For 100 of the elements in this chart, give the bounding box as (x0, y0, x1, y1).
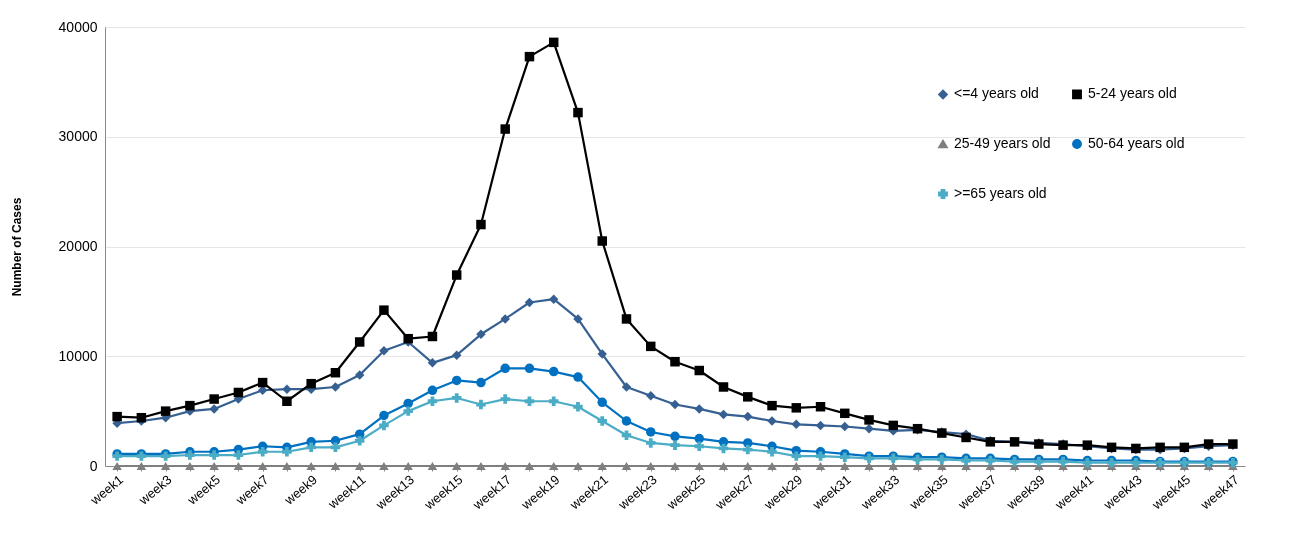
point (476, 219, 486, 230)
point (500, 394, 510, 404)
point (864, 423, 874, 434)
point (815, 461, 826, 471)
point (379, 410, 389, 421)
point (597, 416, 607, 426)
point (646, 427, 656, 437)
point (621, 382, 632, 392)
point (888, 420, 899, 431)
point (282, 461, 292, 471)
point (354, 337, 365, 347)
point (791, 419, 802, 430)
point (257, 446, 268, 457)
point (403, 406, 413, 416)
point (451, 393, 462, 403)
point (282, 446, 292, 457)
y-tick-label: 40000 (58, 18, 98, 35)
point (379, 420, 389, 431)
point (548, 366, 559, 377)
point (257, 377, 268, 388)
point (743, 444, 753, 455)
point (840, 461, 850, 471)
legend-label: 25-49 years old (954, 135, 1051, 151)
point (451, 461, 462, 471)
point (233, 450, 244, 460)
point (548, 294, 559, 304)
point (354, 370, 365, 380)
point (548, 396, 559, 406)
point (670, 440, 680, 450)
point (718, 461, 729, 471)
point (621, 416, 632, 426)
point (136, 412, 147, 423)
point (354, 436, 365, 446)
point (548, 461, 559, 471)
point (451, 270, 462, 280)
point (961, 432, 971, 443)
point (597, 397, 607, 408)
point (840, 421, 850, 432)
point (670, 431, 680, 442)
legend-label: 50-64 years old (1088, 135, 1185, 151)
point (160, 406, 171, 416)
point (306, 442, 316, 453)
point (718, 382, 729, 392)
point (112, 411, 122, 422)
y-axis-title: Number of Cases (9, 197, 24, 297)
point (694, 365, 704, 376)
point (330, 382, 341, 392)
point (500, 314, 510, 324)
point (160, 461, 171, 471)
point (694, 461, 704, 471)
point (743, 392, 753, 402)
point (597, 461, 607, 471)
y-tick-label: 20000 (58, 238, 98, 254)
point (646, 438, 656, 448)
point (451, 375, 462, 386)
point (864, 415, 874, 425)
point (403, 461, 413, 471)
point (306, 378, 316, 389)
point (597, 349, 607, 359)
point (815, 451, 826, 461)
point (791, 403, 802, 413)
point (427, 331, 438, 342)
point (573, 372, 583, 382)
point (282, 396, 292, 406)
point (646, 391, 656, 401)
point (524, 461, 535, 471)
point (500, 461, 510, 471)
point (524, 51, 535, 62)
point (427, 385, 438, 396)
point (767, 446, 777, 457)
point (670, 356, 680, 367)
point (743, 411, 753, 422)
point (233, 387, 244, 398)
point (743, 461, 753, 471)
point (476, 329, 486, 340)
point (233, 461, 244, 471)
point (427, 461, 438, 471)
point (573, 107, 583, 118)
point (354, 461, 365, 471)
point (548, 37, 559, 48)
point (330, 461, 341, 471)
point (694, 441, 704, 451)
point (379, 346, 389, 356)
point (815, 401, 826, 412)
point (573, 461, 583, 471)
point (112, 461, 122, 471)
point (767, 400, 777, 411)
point (330, 367, 341, 378)
point (257, 461, 268, 471)
point (185, 400, 195, 411)
y-tick-label: 30000 (58, 128, 98, 145)
y-tick-label: 0 (89, 457, 98, 474)
point (621, 314, 632, 324)
point (403, 333, 413, 344)
point (185, 461, 195, 471)
point (646, 341, 656, 352)
point (767, 461, 777, 471)
point (209, 394, 219, 404)
point (451, 350, 462, 360)
point (597, 236, 607, 246)
